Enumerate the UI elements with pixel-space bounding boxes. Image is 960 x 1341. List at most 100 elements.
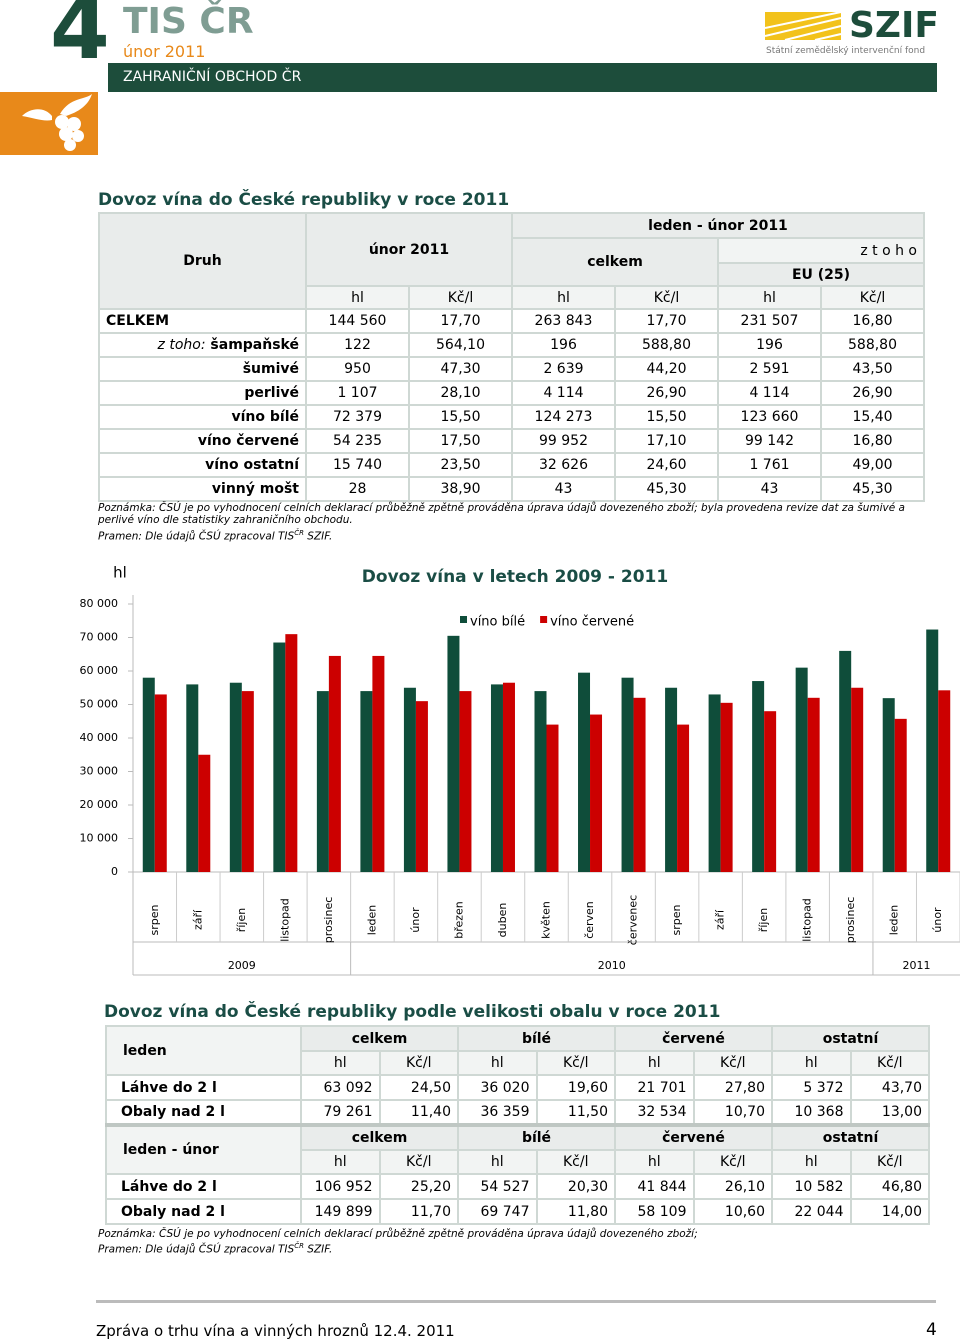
x-tick-label: říjen bbox=[235, 908, 248, 932]
x-tick-label: listopad bbox=[801, 898, 814, 942]
y-axis-label: hl bbox=[113, 564, 127, 582]
x-tick-label: duben bbox=[496, 903, 509, 938]
page-number: 4 bbox=[926, 1320, 937, 1340]
value-cell: 231 507 bbox=[717, 308, 822, 334]
value-cell: 122 bbox=[305, 332, 410, 358]
footer-rule bbox=[96, 1300, 936, 1303]
logo-subtitle: Státní zemědělský intervenční fond bbox=[766, 46, 926, 56]
data-row: Obaly nad 2 l 149 899 11,70 69 747 11,80 58 1… bbox=[105, 1198, 930, 1225]
data-row: vinný mošt 28 38,90 43 45,30 43 45,30 bbox=[98, 476, 925, 502]
row-label: vinný mošt bbox=[98, 476, 307, 502]
icon bbox=[22, 94, 92, 151]
row-name: víno bílé bbox=[231, 409, 300, 425]
table-title: Dovoz vína do České republiky v roce 201… bbox=[98, 190, 510, 210]
value-cell: 41 844 bbox=[614, 1173, 695, 1200]
value-cell: 14,00 bbox=[849, 1198, 930, 1225]
source: Pramen: Dle údajů ČSÚ zpracoval TISČR SZ… bbox=[98, 1240, 332, 1256]
value-cell: 15,50 bbox=[614, 404, 719, 430]
unit-cell: Kč/l bbox=[378, 1149, 459, 1175]
x-tick-label: září bbox=[191, 909, 204, 930]
value-cell: 54 235 bbox=[305, 428, 410, 454]
unit-cell: Kč/l bbox=[614, 285, 719, 310]
y-tick-label: 10 000 bbox=[80, 832, 119, 845]
bar bbox=[273, 642, 286, 872]
unit-cell: hl bbox=[457, 1050, 538, 1076]
bar bbox=[665, 687, 678, 872]
bar bbox=[328, 655, 341, 872]
note: Poznámka: ČSÚ je po vyhodnocení celních … bbox=[98, 1228, 698, 1240]
row-name: vinný mošt bbox=[211, 481, 299, 497]
unit-cell: Kč/l bbox=[849, 1050, 930, 1076]
value-cell: 144 560 bbox=[305, 308, 410, 334]
value-cell: 15,50 bbox=[408, 404, 513, 430]
value-cell: 17,10 bbox=[614, 428, 719, 454]
legend-label: víno červené bbox=[550, 615, 634, 630]
bar bbox=[578, 672, 591, 872]
bar bbox=[882, 698, 895, 872]
bar bbox=[229, 682, 242, 872]
header-cell: leden - únor 2011 bbox=[511, 212, 925, 239]
value-cell: 4 114 bbox=[511, 380, 616, 406]
bar bbox=[415, 701, 428, 872]
y-tick-label: 30 000 bbox=[80, 765, 119, 778]
bar bbox=[839, 650, 852, 872]
value-cell: 10 368 bbox=[771, 1099, 852, 1126]
value-cell: 16,80 bbox=[820, 428, 925, 454]
value-cell: 49,00 bbox=[820, 452, 925, 478]
x-tick-label: srpen bbox=[148, 904, 161, 935]
footer-text: Zpráva o trhu vína a vinných hroznů 12.4… bbox=[96, 1322, 455, 1340]
bar bbox=[621, 677, 634, 872]
table-title: Dovoz vína do České republiky podle veli… bbox=[104, 1002, 721, 1022]
y-tick-label: 70 000 bbox=[80, 631, 119, 644]
section-title: ZAHRANIČNÍ OBCHOD ČR bbox=[123, 69, 302, 85]
unit-cell: Kč/l bbox=[535, 1149, 616, 1175]
x-tick-label: květen bbox=[540, 901, 553, 939]
value-cell: 32 534 bbox=[614, 1099, 695, 1126]
bar bbox=[490, 684, 503, 872]
value-cell: 45,30 bbox=[614, 476, 719, 502]
value-cell: 24,60 bbox=[614, 452, 719, 478]
row-name: šampaňské bbox=[210, 337, 299, 353]
bar bbox=[590, 714, 603, 872]
value-cell: 17,70 bbox=[408, 308, 513, 334]
data-row: víno ostatní 15 740 23,50 32 626 24,60 1 761 4… bbox=[98, 452, 925, 478]
value-cell: 32 626 bbox=[511, 452, 616, 478]
value-cell: 36 020 bbox=[457, 1074, 538, 1101]
data-row: víno červené 54 235 17,50 99 952 17,10 99 142… bbox=[98, 428, 925, 454]
header-cell: Druh bbox=[98, 212, 307, 310]
data-row: víno bílé 72 379 15,50 124 273 15,50 123 660 1… bbox=[98, 404, 925, 430]
row-name: CELKEM bbox=[106, 313, 170, 329]
bar bbox=[285, 634, 298, 872]
logo-mark bbox=[765, 12, 842, 41]
value-cell: 20,30 bbox=[535, 1173, 616, 1200]
value-cell: 13,00 bbox=[849, 1099, 930, 1126]
row-label: víno ostatní bbox=[98, 452, 307, 478]
unit-cell: Kč/l bbox=[378, 1050, 459, 1076]
value-cell: 11,80 bbox=[535, 1198, 616, 1225]
unit-cell: hl bbox=[457, 1149, 538, 1175]
value-cell: 24,50 bbox=[378, 1074, 459, 1101]
value-cell: 43 bbox=[717, 476, 822, 502]
legend-swatch bbox=[540, 616, 548, 623]
value-cell: 17,50 bbox=[408, 428, 513, 454]
value-cell: 69 747 bbox=[457, 1198, 538, 1225]
value-cell: 16,80 bbox=[820, 308, 925, 334]
unit-cell: hl bbox=[305, 285, 410, 310]
value-cell: 21 701 bbox=[614, 1074, 695, 1101]
value-cell: 43,70 bbox=[849, 1074, 930, 1101]
bar bbox=[795, 667, 808, 872]
header-cell: únor 2011 bbox=[305, 212, 513, 287]
group-cell: bílé bbox=[457, 1124, 616, 1151]
value-cell: 26,90 bbox=[820, 380, 925, 406]
value-cell: 10,60 bbox=[692, 1198, 773, 1225]
row-label: víno bílé bbox=[98, 404, 307, 430]
value-cell: 43,50 bbox=[820, 356, 925, 382]
bar bbox=[502, 682, 515, 872]
y-tick-label: 40 000 bbox=[80, 731, 119, 744]
row-name: perlivé bbox=[244, 385, 299, 401]
bar bbox=[198, 754, 211, 872]
unit-cell: Kč/l bbox=[535, 1050, 616, 1076]
legend-label: víno bílé bbox=[470, 615, 525, 630]
header-row: EU (25) bbox=[99, 262, 925, 287]
value-cell: 10 582 bbox=[771, 1173, 852, 1200]
